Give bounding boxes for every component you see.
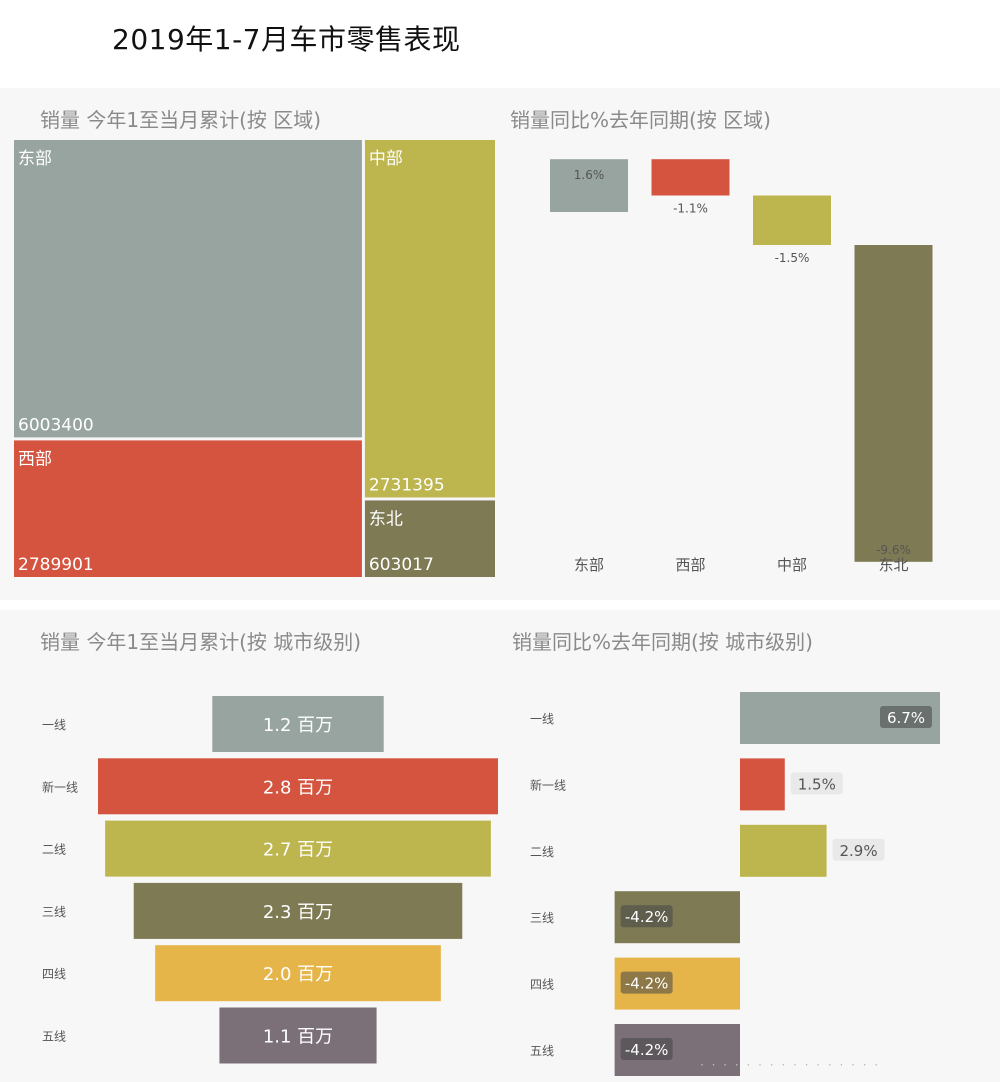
waterfall-category-1: 西部 — [675, 556, 705, 574]
city-bar-2 — [740, 824, 827, 877]
waterfall-bar-2 — [753, 195, 831, 245]
waterfall-category-3: 东北 — [878, 556, 908, 574]
city-label-0: 6.7% — [887, 709, 925, 727]
funnel-category-2: 二线 — [42, 843, 66, 857]
city-bar-title: 销量同比%去年同期(按 城市级别) — [512, 630, 813, 654]
city-category-5: 五线 — [530, 1044, 554, 1058]
treemap-label-2: 中部 — [369, 149, 403, 169]
city-label-3: -4.2% — [625, 908, 669, 926]
funnel-label-4: 2.0 百万 — [263, 964, 333, 985]
funnel-label-5: 1.1 百万 — [263, 1027, 333, 1048]
funnel-label-3: 2.3 百万 — [263, 902, 333, 923]
city-label-bg-5 — [620, 1038, 673, 1060]
waterfall-category-2: 中部 — [777, 556, 807, 574]
treemap-cell-1 — [14, 440, 362, 577]
treemap-value-1: 2789901 — [18, 555, 94, 575]
waterfall-category-0: 东部 — [574, 556, 604, 574]
city-label-4: -4.2% — [625, 975, 669, 993]
funnel-label-1: 2.8 百万 — [263, 777, 333, 798]
city-label-bg-0 — [880, 706, 932, 728]
treemap-label-1: 西部 — [18, 449, 52, 469]
waterfall-title: 销量同比%去年同期(按 区域) — [510, 108, 771, 132]
waterfall-label-1: -1.1% — [673, 202, 708, 216]
funnel-title: 销量 今年1至当月累计(按 城市级别) — [40, 630, 362, 654]
treemap-label-3: 东北 — [369, 509, 403, 529]
funnel-bar-1 — [98, 758, 498, 815]
funnel-bar-5 — [219, 1007, 377, 1064]
funnel-category-3: 三线 — [42, 905, 66, 919]
treemap-value-3: 603017 — [369, 555, 434, 575]
city-label-5: -4.2% — [625, 1041, 669, 1059]
city-category-2: 二线 — [530, 845, 554, 859]
city-category-0: 一线 — [530, 712, 554, 726]
city-label-bg-1 — [790, 772, 843, 795]
waterfall-label-3: -9.6% — [876, 543, 911, 557]
funnel-bar-4 — [155, 945, 441, 1002]
city-category-1: 新一线 — [530, 777, 566, 792]
watermark: · · · · · · · · · · · · · · · · — [700, 1058, 881, 1072]
city-label-bg-3 — [620, 905, 673, 928]
funnel-category-5: 五线 — [42, 1030, 66, 1044]
treemap-cell-3 — [364, 500, 495, 577]
city-label-bg-2 — [832, 838, 885, 861]
funnel-label-2: 2.7 百万 — [263, 840, 333, 861]
funnel-category-4: 四线 — [42, 967, 66, 981]
treemap-title: 销量 今年1至当月累计(按 区域) — [40, 108, 322, 132]
funnel-category-0: 一线 — [42, 718, 66, 732]
funnel-label-0: 1.2 百万 — [263, 715, 333, 736]
city-category-4: 四线 — [530, 978, 554, 992]
funnel-bar-2 — [105, 820, 491, 877]
waterfall-label-2: -1.5% — [775, 251, 810, 265]
treemap-value-0: 6003400 — [18, 415, 94, 435]
page-title: 2019年1-7月车市零售表现 — [112, 23, 461, 56]
city-label-1: 1.5% — [798, 775, 836, 793]
treemap-label-0: 东部 — [18, 149, 52, 169]
waterfall-bar-3 — [854, 245, 933, 562]
treemap-value-2: 2731395 — [369, 475, 445, 495]
funnel-bar-3 — [133, 882, 463, 939]
treemap-cell-0 — [14, 140, 362, 438]
city-bar-1 — [740, 758, 785, 811]
waterfall-label-0: 1.6% — [574, 168, 605, 182]
waterfall-bar-0 — [550, 159, 628, 212]
funnel-category-1: 新一线 — [42, 779, 78, 794]
waterfall-bar-1 — [651, 159, 730, 196]
city-category-3: 三线 — [530, 911, 554, 925]
city-label-bg-4 — [620, 971, 673, 994]
funnel-bar-0 — [212, 696, 384, 752]
city-label-2: 2.9% — [840, 842, 878, 860]
treemap-cell-2 — [364, 140, 495, 498]
